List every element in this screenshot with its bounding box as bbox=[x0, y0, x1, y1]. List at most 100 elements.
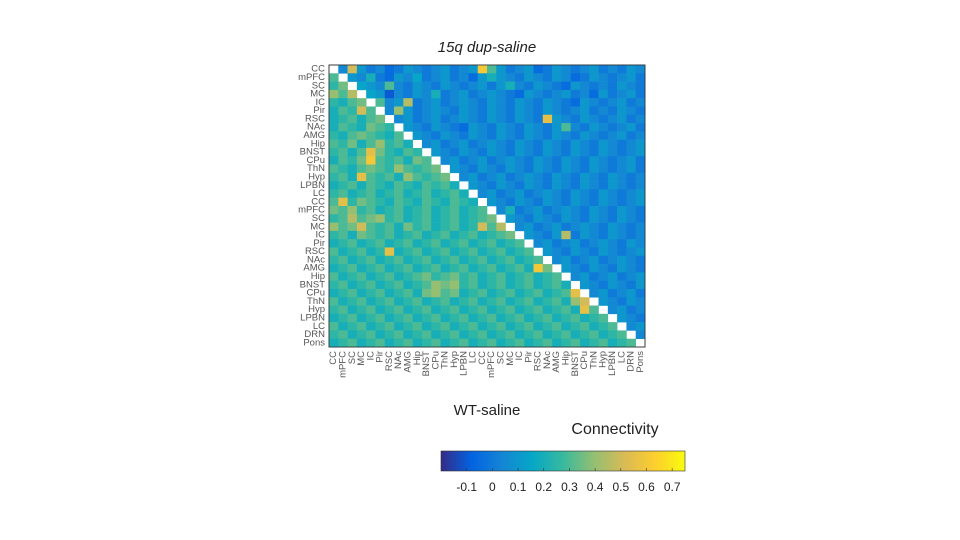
cell bbox=[412, 222, 423, 232]
cell bbox=[449, 222, 460, 232]
cell bbox=[542, 65, 553, 74]
cell bbox=[477, 288, 488, 298]
cell bbox=[356, 164, 367, 174]
cell bbox=[440, 65, 451, 74]
cell bbox=[384, 131, 395, 140]
cell bbox=[468, 123, 479, 132]
cell bbox=[403, 114, 413, 124]
cell bbox=[347, 272, 358, 281]
cell bbox=[477, 181, 488, 190]
cell bbox=[505, 89, 516, 99]
cell bbox=[459, 147, 469, 157]
cell bbox=[403, 264, 413, 273]
cell bbox=[431, 114, 441, 124]
cell bbox=[347, 89, 358, 99]
cell bbox=[589, 106, 599, 116]
cell bbox=[561, 189, 571, 199]
cell bbox=[533, 147, 544, 157]
cell bbox=[421, 255, 432, 265]
cell bbox=[477, 305, 488, 315]
cell bbox=[384, 172, 395, 182]
cell bbox=[403, 338, 413, 348]
cell bbox=[403, 322, 413, 331]
col-label: CC bbox=[477, 351, 488, 365]
row-label: Hyp bbox=[308, 171, 325, 182]
cell bbox=[589, 98, 599, 107]
cell bbox=[394, 305, 404, 315]
cell bbox=[412, 214, 423, 223]
cell bbox=[329, 81, 339, 91]
cell bbox=[579, 214, 590, 223]
cell bbox=[384, 65, 395, 74]
cell bbox=[477, 89, 488, 99]
cell bbox=[626, 98, 637, 107]
cell bbox=[459, 139, 469, 149]
cell bbox=[617, 106, 627, 116]
cell bbox=[514, 81, 525, 91]
cell bbox=[570, 214, 581, 223]
cell bbox=[440, 206, 451, 215]
cell bbox=[505, 272, 516, 281]
cell bbox=[542, 197, 553, 207]
cell bbox=[505, 288, 516, 298]
cell bbox=[449, 330, 460, 340]
cell bbox=[403, 139, 413, 149]
cell bbox=[356, 131, 367, 140]
cell bbox=[375, 156, 386, 165]
cell bbox=[589, 197, 599, 207]
cell bbox=[589, 247, 599, 257]
cell bbox=[635, 139, 646, 149]
cell bbox=[533, 98, 544, 107]
cell bbox=[338, 288, 348, 298]
chart-title: 15q dup-saline bbox=[438, 39, 536, 56]
cell bbox=[403, 222, 413, 232]
cell bbox=[524, 214, 534, 223]
col-label: LC bbox=[616, 351, 627, 363]
cell bbox=[449, 255, 460, 265]
cell bbox=[468, 264, 479, 273]
cell bbox=[542, 305, 553, 315]
cell bbox=[496, 247, 506, 257]
row-label: DRN bbox=[304, 329, 325, 340]
cell bbox=[626, 123, 637, 132]
row-label: SC bbox=[312, 80, 325, 91]
cell bbox=[356, 222, 367, 232]
cell bbox=[487, 98, 497, 107]
cell bbox=[635, 280, 646, 290]
cell bbox=[329, 239, 339, 248]
cell bbox=[524, 330, 534, 340]
cell bbox=[505, 197, 516, 207]
cell bbox=[524, 230, 534, 240]
cell bbox=[552, 247, 562, 257]
cell bbox=[384, 239, 395, 248]
cell bbox=[598, 147, 609, 157]
cell bbox=[552, 147, 562, 157]
cell bbox=[477, 230, 488, 240]
cell bbox=[347, 106, 358, 116]
cell bbox=[449, 73, 460, 82]
cell bbox=[459, 189, 469, 199]
cell bbox=[449, 131, 460, 140]
cell bbox=[477, 81, 488, 91]
cell bbox=[514, 106, 525, 116]
cell bbox=[496, 73, 506, 82]
cell bbox=[589, 81, 599, 91]
cell bbox=[421, 172, 432, 182]
cell bbox=[468, 65, 479, 74]
cell bbox=[329, 222, 339, 232]
cell bbox=[403, 65, 413, 74]
cell bbox=[477, 172, 488, 182]
cell bbox=[329, 197, 339, 207]
cell bbox=[570, 239, 581, 248]
row-label: NAc bbox=[307, 254, 325, 265]
col-label: SC bbox=[347, 351, 358, 364]
cell bbox=[598, 264, 609, 273]
cell bbox=[347, 255, 358, 265]
cell bbox=[487, 81, 497, 91]
cell bbox=[440, 305, 451, 315]
cell bbox=[505, 147, 516, 157]
cell bbox=[617, 255, 627, 265]
cell bbox=[440, 297, 451, 306]
cell bbox=[607, 206, 618, 215]
cell bbox=[440, 114, 451, 124]
